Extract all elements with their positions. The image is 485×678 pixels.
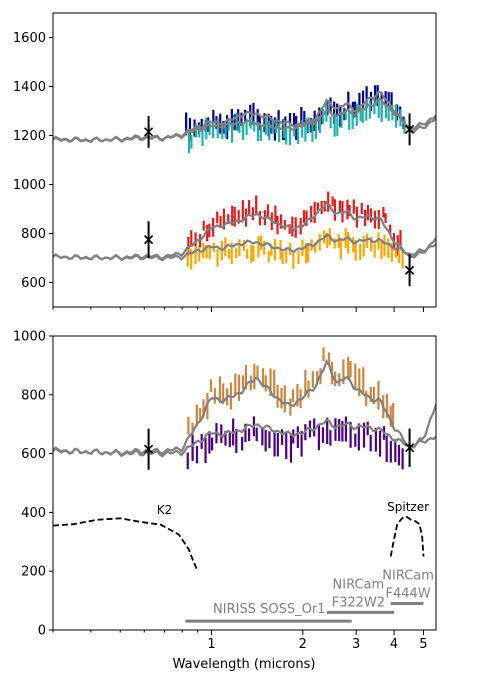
photometry-marker <box>144 444 154 454</box>
bottom-marks: K2 Spitzer NIRISS SOSS_Or1 NIRCam F322W2 NIRC… <box>53 347 436 623</box>
bottom-frame <box>52 335 437 631</box>
bandpass-curve <box>53 517 199 572</box>
photometry-marker <box>405 124 415 134</box>
y-tick-label: 600 <box>21 447 46 462</box>
model-curve <box>53 418 436 458</box>
instrument-range-label: F322W2 <box>332 595 385 610</box>
top-marks <box>53 85 436 287</box>
y-tick-label: 600 <box>21 276 46 291</box>
photometry-marker <box>405 265 415 275</box>
bottom-y-axis: 0 200 400 600 800 1000 <box>13 330 53 639</box>
bandpass-curve <box>389 515 425 557</box>
top-panel: 600 800 1000 1200 1400 1600 <box>13 12 437 312</box>
plot-clip-group <box>53 347 436 623</box>
model-curve <box>53 97 436 143</box>
y-tick-label: 0 <box>38 624 46 639</box>
photometry-marker <box>144 235 154 245</box>
top-plot-area <box>53 13 436 307</box>
instrument-range-label: NIRISS SOSS_Or1 <box>213 602 325 617</box>
instrument-range-label: F444W <box>386 587 431 602</box>
y-tick-label: 1600 <box>13 31 46 46</box>
y-tick-label: 200 <box>21 565 46 580</box>
x-tick-label: 2 <box>299 637 307 652</box>
x-tick-label: 3 <box>352 637 360 652</box>
bottom-panel: K2 Spitzer NIRISS SOSS_Or1 NIRCam F322W2 NIRC… <box>13 330 437 672</box>
x-tick-label: 1 <box>207 637 215 652</box>
y-tick-label: 1000 <box>13 330 46 345</box>
bottom-x-axis: 1 2 3 4 5 <box>52 630 428 652</box>
y-tick-label: 1200 <box>13 129 46 144</box>
x-axis-label: Wavelength (microns) <box>173 657 316 672</box>
bandpass-label: Spitzer <box>387 500 429 514</box>
bottom-plot-area <box>53 336 436 630</box>
instrument-range-label: NIRCam <box>333 577 385 592</box>
top-frame <box>52 12 437 308</box>
model-curve <box>53 233 436 262</box>
bandpass-label: K2 <box>157 503 173 517</box>
top-y-axis: 600 800 1000 1200 1400 1600 <box>13 31 53 291</box>
top-x-axis <box>52 307 424 312</box>
y-tick-label: 1400 <box>13 80 46 95</box>
x-tick-label: 4 <box>390 637 398 652</box>
y-tick-label: 1000 <box>13 178 46 193</box>
x-tick-label: 5 <box>419 637 427 652</box>
photometry-marker <box>405 443 415 453</box>
plot-clip-group <box>53 85 436 287</box>
y-tick-label: 400 <box>21 506 46 521</box>
instrument-range-label: NIRCam <box>382 569 434 584</box>
y-tick-label: 800 <box>21 227 46 242</box>
photometry-marker <box>144 127 154 137</box>
y-tick-label: 800 <box>21 388 46 403</box>
